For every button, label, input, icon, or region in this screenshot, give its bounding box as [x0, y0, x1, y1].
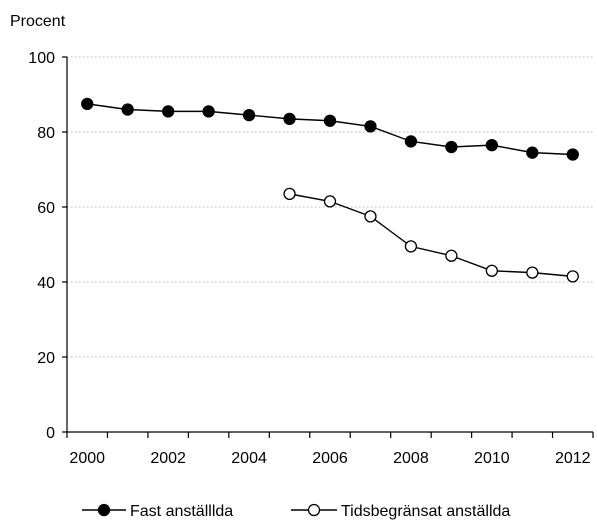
- legend-marker: [97, 503, 111, 517]
- data-point: [283, 112, 296, 126]
- data-point: [485, 138, 498, 152]
- legend-label: Fast anställlda: [130, 503, 233, 520]
- data-point: [283, 187, 296, 201]
- data-point: [364, 210, 377, 223]
- axes: [66, 57, 593, 433]
- x-tick-label-2002: 2002: [150, 450, 186, 467]
- data-point: [202, 105, 215, 118]
- y-tick-label-20: 20: [37, 350, 55, 367]
- data-point: [364, 120, 377, 133]
- legend-label: Tidsbegränsat anställda: [341, 503, 510, 520]
- legend-entry-2: Tidsbegränsat anställda: [291, 503, 510, 520]
- data-point: [162, 105, 175, 118]
- data-point: [404, 135, 418, 148]
- series-2: [283, 187, 579, 283]
- data-point: [566, 270, 579, 283]
- x-tick-label-2012: 2012: [555, 450, 591, 467]
- data-point: [566, 148, 579, 161]
- series-line: [289, 193, 573, 278]
- x-tick-label-2004: 2004: [231, 450, 267, 467]
- series-1: [81, 97, 579, 161]
- data-point: [404, 240, 418, 253]
- y-axis-unit-label: Procent: [10, 13, 66, 30]
- y-axis-ticks: 0 20 40 60 80 100: [28, 50, 67, 442]
- data-point: [526, 146, 539, 159]
- data-point: [323, 114, 337, 127]
- legend-marker: [307, 503, 321, 517]
- y-tick-label-100: 100: [28, 50, 55, 67]
- x-tick-label-2008: 2008: [393, 450, 429, 467]
- x-tick-label-2006: 2006: [312, 450, 348, 467]
- data-point: [445, 140, 458, 154]
- x-tick-label-2010: 2010: [474, 450, 510, 467]
- legend: Fast anställlda Tidsbegränsat anställda: [82, 503, 510, 520]
- series-line: [87, 103, 573, 156]
- y-tick-label-60: 60: [37, 200, 55, 217]
- data-point: [81, 97, 94, 111]
- legend-entry-1: Fast anställlda: [82, 503, 233, 520]
- data-point: [526, 266, 539, 279]
- x-axis-ticks: 2000 2002 2004 2006 2008 2010 2012: [66, 432, 594, 467]
- data-point: [121, 103, 134, 116]
- x-tick-label-2000: 2000: [69, 450, 105, 467]
- series-layer: [81, 97, 579, 283]
- data-point: [242, 108, 256, 122]
- data-point: [323, 195, 337, 208]
- y-tick-label-0: 0: [46, 425, 55, 442]
- y-tick-label-40: 40: [37, 275, 55, 292]
- data-point: [445, 249, 458, 262]
- y-tick-label-80: 80: [37, 125, 55, 142]
- data-point: [485, 264, 498, 277]
